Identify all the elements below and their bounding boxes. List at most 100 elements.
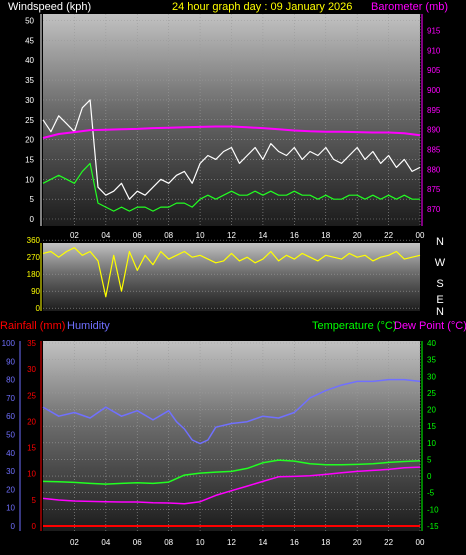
time-tick-label: 04 xyxy=(101,538,110,547)
temperature-tick-label: 20 xyxy=(427,406,436,415)
wind-axis-label: Windspeed (kph) xyxy=(8,1,91,13)
time-tick-label: 10 xyxy=(196,231,205,240)
compass-label: W xyxy=(435,257,446,269)
temperature-tick-label: 40 xyxy=(427,339,436,348)
barometer-tick-label: 875 xyxy=(427,185,441,194)
barometer-tick-label: 910 xyxy=(427,46,441,55)
humidity-tick-label: 90 xyxy=(6,357,15,366)
time-tick-label: 22 xyxy=(384,538,393,547)
barometer-tick-label: 915 xyxy=(427,26,441,35)
time-tick-label: 06 xyxy=(133,231,142,240)
wind-tick-label: 50 xyxy=(25,17,34,26)
temperature-tick-label: -10 xyxy=(427,505,439,514)
compass-label: N xyxy=(436,306,444,318)
barometer-axis-label: Barometer (mb) xyxy=(371,1,448,13)
temperature-axis-label: Temperature (°C) xyxy=(312,320,396,332)
wind-tick-label: 35 xyxy=(25,76,34,85)
wind-tick-label: 40 xyxy=(25,56,34,65)
time-tick-label: 00 xyxy=(416,231,425,240)
compass-label: N xyxy=(436,236,444,248)
barometer-tick-label: 885 xyxy=(427,146,441,155)
rainfall-tick-label: 35 xyxy=(27,339,36,348)
humidity-tick-label: 30 xyxy=(6,467,15,476)
rainfall-tick-label: 25 xyxy=(27,391,36,400)
temperature-tick-label: 0 xyxy=(427,472,432,481)
time-tick-label: 18 xyxy=(321,538,330,547)
time-tick-label: 12 xyxy=(227,538,236,547)
wind-tick-label: 25 xyxy=(25,116,34,125)
humidity-axis-label: Humidity xyxy=(67,320,110,332)
temperature-tick-label: 10 xyxy=(427,439,436,448)
rainfall-tick-label: 15 xyxy=(27,444,36,453)
humidity-tick-label: 0 xyxy=(11,522,16,531)
rainfall-tick-label: 10 xyxy=(27,470,36,479)
barometer-tick-label: 870 xyxy=(427,205,441,214)
wind-tick-label: 15 xyxy=(25,155,34,164)
time-tick-label: 02 xyxy=(70,231,79,240)
dew_point-line xyxy=(42,466,421,505)
time-tick-label: 10 xyxy=(196,538,205,547)
rainfall-tick-label: 0 xyxy=(32,522,37,531)
time-tick-label: 12 xyxy=(227,231,236,240)
direction-tick-label: 90 xyxy=(31,287,40,296)
barometer-tick-label: 900 xyxy=(427,86,441,95)
temperature-tick-label: 25 xyxy=(427,389,436,398)
wind-tick-label: 30 xyxy=(25,96,34,105)
temperature-tick-label: -15 xyxy=(427,522,439,531)
time-tick-label: 16 xyxy=(290,231,299,240)
time-tick-label: 22 xyxy=(384,231,393,240)
time-tick-label: 20 xyxy=(353,231,362,240)
wind-tick-label: 5 xyxy=(30,195,35,204)
time-tick-label: 20 xyxy=(353,538,362,547)
rainfall-tick-label: 20 xyxy=(27,417,36,426)
humidity-tick-label: 10 xyxy=(6,504,15,513)
rainfall-tick-label: 5 xyxy=(32,496,37,505)
humidity-tick-label: 20 xyxy=(6,485,15,494)
humidity-tick-label: 70 xyxy=(6,394,15,403)
dew-point-axis-label: Dew Point (°C) xyxy=(394,320,466,332)
time-tick-label: 02 xyxy=(70,538,79,547)
rainfall-axis-label: Rainfall (mm) xyxy=(0,320,65,332)
humidity-tick-label: 50 xyxy=(6,431,15,440)
time-tick-label: 08 xyxy=(164,231,173,240)
compass-label: E xyxy=(436,294,443,306)
direction-tick-label: 360 xyxy=(27,236,41,245)
barometer-tick-label: 890 xyxy=(427,126,441,135)
compass-label: S xyxy=(436,278,443,290)
wind-direction-plot-area xyxy=(43,243,420,311)
wind-tick-label: 10 xyxy=(25,175,34,184)
wind-direction-line xyxy=(42,247,421,298)
temperature-tick-label: 30 xyxy=(427,372,436,381)
barometer-line xyxy=(42,125,421,139)
avg-line xyxy=(42,162,420,212)
humidity-tick-label: 100 xyxy=(2,339,16,348)
time-tick-label: 04 xyxy=(101,231,110,240)
time-tick-label: 06 xyxy=(133,538,142,547)
rainfall-tick-label: 30 xyxy=(27,365,36,374)
wind-tick-label: 0 xyxy=(30,215,35,224)
chart-title: 24 hour graph day : 09 January 2026 xyxy=(172,1,352,13)
time-tick-label: 16 xyxy=(290,538,299,547)
direction-tick-label: 270 xyxy=(27,253,41,262)
time-tick-label: 18 xyxy=(321,231,330,240)
time-tick-label: 14 xyxy=(258,538,267,547)
humidity-tick-label: 80 xyxy=(6,376,15,385)
temperature-line xyxy=(42,459,421,485)
wind-barometer-chart: 0 5 10 15 20 25 30 35 40 45 50 02 04 06 08 10 12 14 16 18 20… xyxy=(8,1,448,240)
humidity-line xyxy=(42,378,421,445)
wind-tick-label: 20 xyxy=(25,136,34,145)
barometer-tick-label: 880 xyxy=(427,165,441,174)
time-tick-label: 14 xyxy=(258,231,267,240)
humidity-tick-label: 60 xyxy=(6,412,15,421)
temperature-tick-label: -5 xyxy=(427,489,435,498)
direction-tick-label: 180 xyxy=(27,270,41,279)
time-tick-label: 08 xyxy=(164,538,173,547)
temperature-tick-label: 35 xyxy=(427,356,436,365)
gust-line xyxy=(42,99,421,200)
humidity-tick-label: 40 xyxy=(6,449,15,458)
temperature-tick-label: 5 xyxy=(427,455,432,464)
barometer-tick-label: 905 xyxy=(427,66,441,75)
